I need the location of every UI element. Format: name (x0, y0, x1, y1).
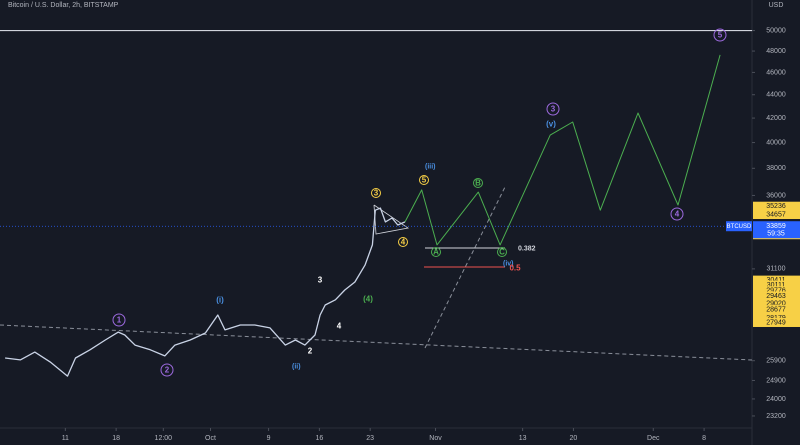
price-level-label: 28677 (766, 306, 786, 313)
x-tick-label: Dec (647, 435, 660, 442)
wave-label: 0.5 (509, 264, 521, 273)
x-tick-label: 18 (112, 435, 120, 442)
price-level-tag (753, 275, 800, 285)
x-tick-label: 12:00 (155, 435, 173, 442)
price-level-tag (753, 291, 800, 301)
price-level-label: 34657 (766, 211, 786, 218)
y-tick-label: 38000 (766, 165, 786, 172)
price-level-tag (753, 299, 800, 309)
price-level-tag (753, 317, 800, 327)
y-tick-label: 36000 (766, 192, 786, 199)
chart-title: Bitcoin / U.S. Dollar, 2h, BITSTAMP (8, 2, 119, 9)
wave-label-circle (371, 188, 381, 198)
wave-label: 4 (337, 322, 342, 331)
price-level-label: 29463 (766, 293, 786, 300)
wave-label: 1 (117, 316, 122, 325)
price-level-tag (753, 280, 800, 290)
wave-label: 5 (718, 31, 723, 40)
wave-label-circle (670, 207, 684, 221)
price-level-label: 30411 (767, 277, 786, 284)
price-level-label: 29020 (766, 300, 786, 307)
wave-label: 5 (422, 176, 427, 185)
price-level-label: 27949 (766, 319, 786, 326)
currency-label: USD (769, 2, 784, 9)
wave-label: 3 (318, 276, 323, 285)
x-tick-label: 9 (267, 435, 271, 442)
wave-label: 4 (675, 210, 680, 219)
y-tick-label: 24900 (766, 377, 786, 384)
series-line (404, 54, 721, 246)
wave-label-circle (112, 313, 126, 327)
price-level-tag (753, 210, 800, 220)
wave-label-circle (473, 178, 483, 188)
wave-label-circle (497, 247, 507, 257)
wave-label: (ii) (292, 363, 301, 370)
wave-label: (4) (363, 295, 373, 304)
x-tick-label: 16 (315, 435, 323, 442)
wave-label: 3 (374, 189, 379, 198)
last-price-tag (753, 221, 800, 239)
wave-label: 4 (401, 238, 406, 247)
y-tick-label: 42000 (766, 115, 786, 122)
wave-label-circle (431, 247, 441, 257)
wave-label: A (433, 248, 439, 257)
wave-label: 2 (308, 347, 313, 356)
last-price-label: 33859 (766, 223, 786, 230)
x-tick-label: Nov (429, 435, 442, 442)
x-tick-label: 23 (366, 435, 374, 442)
wave-label: 0.382 (518, 245, 536, 252)
x-tick-label: 20 (570, 435, 578, 442)
wave-label: 2 (165, 366, 170, 375)
x-tick-label: Oct (205, 435, 216, 442)
y-tick-label: 44000 (766, 92, 786, 99)
x-tick-label: 13 (519, 435, 527, 442)
wave-label: 3 (551, 105, 556, 114)
y-tick-label: 40000 (766, 139, 786, 146)
wave-label: (iii) (425, 163, 436, 170)
price-level-label: 30111 (767, 282, 786, 289)
wave-label: B (475, 179, 481, 188)
price-level-tag (753, 201, 800, 211)
price-level-label: 29776 (766, 288, 786, 295)
wave-label: (i) (216, 296, 224, 305)
y-tick-label: 48000 (766, 48, 786, 55)
y-tick-label: 24000 (766, 396, 786, 403)
wave-label: (iv) (503, 260, 514, 267)
symbol-tag (726, 221, 752, 232)
y-tick-label: 25900 (766, 358, 786, 365)
trendline (424, 186, 506, 349)
wave-label-circle (713, 28, 727, 42)
x-tick-label: 11 (62, 435, 69, 442)
price-level-tag (753, 305, 800, 315)
series-line (5, 207, 406, 377)
countdown-label: 59:35 (767, 231, 785, 238)
y-tick-label: 46000 (766, 69, 786, 76)
wave-label-circle (398, 237, 408, 247)
wave-label: (v) (546, 120, 556, 129)
wave-label-circle (546, 102, 560, 116)
price-level-label: 35236 (766, 203, 786, 210)
price-level-tag (753, 286, 800, 296)
x-tick-label: 8 (702, 435, 706, 442)
y-tick-label: 50000 (766, 27, 786, 34)
y-tick-label: 23200 (766, 413, 786, 420)
wave-label-circle (160, 363, 174, 377)
wave-label: C (499, 248, 505, 257)
y-tick-label: 31100 (767, 266, 786, 273)
wave-label-circle (419, 175, 429, 185)
symbol-label: BTCUSD (727, 224, 752, 230)
